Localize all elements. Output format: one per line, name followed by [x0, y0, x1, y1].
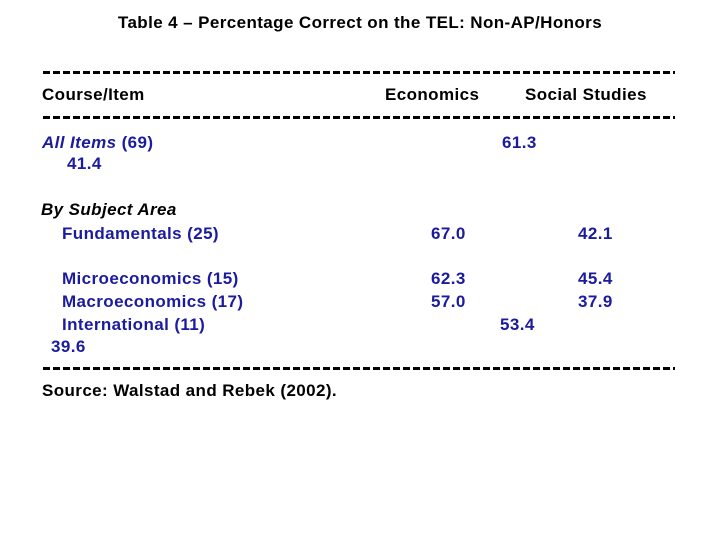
page-title: Table 4 – Percentage Correct on the TEL:…	[117, 13, 603, 32]
row-microeconomics-label: Microeconomics (15)	[62, 269, 239, 288]
row-fundamentals-label: Fundamentals (25)	[62, 224, 219, 243]
source-note: Source: Walstad and Rebek (2002).	[42, 381, 338, 400]
value-all-items-economics: 61.3	[502, 133, 537, 152]
value-fundamentals-economics: 67.0	[431, 224, 466, 243]
dashed-divider-bottom	[43, 367, 675, 370]
value-microeconomics-economics: 62.3	[431, 269, 466, 288]
dashed-divider-header	[43, 116, 675, 119]
value-international-social-studies: 39.6	[51, 337, 86, 356]
row-international-label: International (11)	[62, 315, 206, 334]
value-macroeconomics-social-studies: 37.9	[578, 292, 613, 311]
column-header-course-item: Course/Item	[42, 85, 145, 104]
all-items-count: (69)	[116, 133, 154, 152]
row-all-items-label: All Items (69)	[42, 133, 153, 153]
column-header-social-studies: Social Studies	[525, 85, 647, 104]
value-international-economics: 53.4	[500, 315, 535, 334]
column-header-economics: Economics	[385, 85, 480, 104]
dashed-divider-top	[43, 71, 675, 74]
all-items-name: All Items	[42, 133, 117, 152]
row-by-subject-area-label: By Subject Area	[41, 200, 177, 219]
row-macroeconomics-label: Macroeconomics (17)	[62, 292, 244, 311]
value-fundamentals-social-studies: 42.1	[578, 224, 613, 243]
value-macroeconomics-economics: 57.0	[431, 292, 466, 311]
value-microeconomics-social-studies: 45.4	[578, 269, 613, 288]
value-all-items-social-studies: 41.4	[67, 154, 102, 173]
